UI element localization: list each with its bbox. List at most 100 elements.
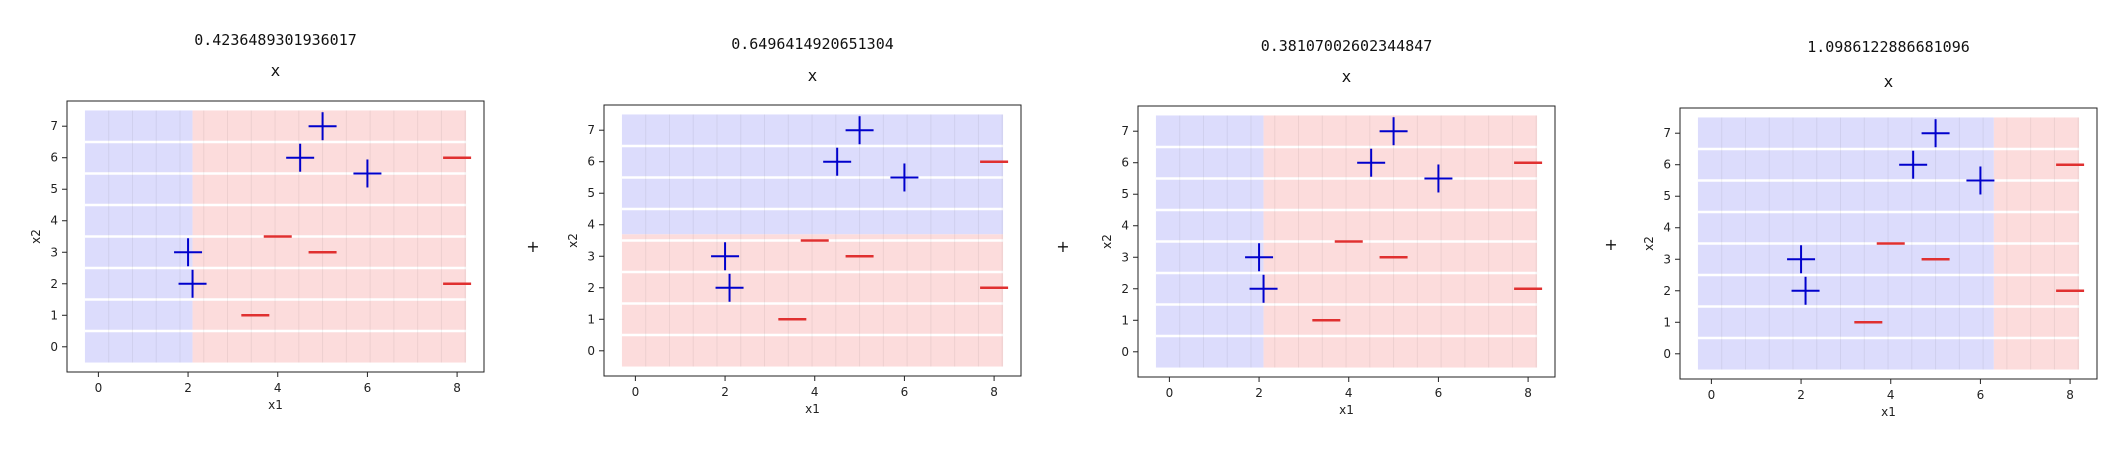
chart-subtitle: x (1884, 72, 1894, 91)
y-tick-label: 2 (587, 281, 595, 295)
y-tick-label: 4 (50, 214, 58, 228)
x-tick-label: 4 (811, 385, 819, 399)
x-tick-label: 6 (1435, 386, 1443, 400)
y-tick-label: 5 (587, 186, 595, 200)
chart-subtitle: x (271, 61, 281, 80)
plus-sign-between-panels: + (1604, 235, 1617, 254)
y-tick-label: 4 (1663, 221, 1671, 235)
y-tick-label: 0 (1121, 345, 1129, 359)
axes-frame (66, 100, 485, 373)
chart-subtitle: x (808, 66, 818, 85)
y-tick-label: 2 (1121, 282, 1129, 296)
x-tick-label: 4 (1887, 388, 1895, 402)
y-tick-label: 5 (50, 182, 58, 196)
x-tick-label: 2 (184, 381, 192, 395)
x-tick-label: 6 (901, 385, 909, 399)
y-tick-label: 7 (587, 123, 595, 137)
y-tick-label: 3 (1121, 250, 1129, 264)
y-tick-label: 4 (587, 218, 595, 232)
x-tick-label: 8 (453, 381, 461, 395)
chart-panel-1: 0.4236489301936017 x 0 2 4 6 8 0 1 2 3 4 5 6 7 x1 x2 (29, 31, 485, 412)
data-point-plus (1921, 119, 1950, 148)
chart-panel-2: 0.6496414920651304 x 0 2 4 6 8 0 1 2 3 4 5 6 7 x1 x2 (566, 35, 1022, 416)
x-tick-label: 2 (1255, 386, 1263, 400)
data-point-plus (1791, 276, 1820, 305)
chart-subtitle: x (1342, 67, 1352, 86)
x-tick-label: 0 (1708, 388, 1716, 402)
axes-frame (1137, 105, 1556, 378)
data-point-plus (1357, 148, 1386, 177)
y-tick-label: 6 (587, 155, 595, 169)
x-tick-label: 8 (1524, 386, 1532, 400)
y-axis-label: x2 (29, 229, 43, 244)
x-axis-label: x1 (268, 398, 283, 412)
data-point-plus (174, 238, 203, 267)
y-tick-label: 1 (50, 308, 58, 322)
data-point-plus (845, 116, 874, 145)
y-axis-label: x2 (1100, 234, 1114, 249)
data-point-plus (1379, 117, 1408, 146)
data-point-plus (1245, 243, 1274, 272)
y-tick-label: 5 (1663, 189, 1671, 203)
data-point-plus (711, 242, 740, 271)
data-point-plus (1424, 164, 1453, 193)
chart-title: 0.38107002602344847 (1261, 37, 1433, 55)
x-tick-label: 0 (1166, 386, 1174, 400)
plus-sign-between-panels: + (526, 237, 539, 256)
axes-frame (1679, 107, 2098, 380)
data-point-plus (1249, 274, 1278, 303)
y-tick-label: 2 (1663, 284, 1671, 298)
y-tick-label: 0 (1663, 347, 1671, 361)
x-tick-label: 4 (274, 381, 282, 395)
plus-sign-between-panels: + (1056, 237, 1069, 256)
y-tick-label: 2 (50, 277, 58, 291)
x-tick-label: 4 (1345, 386, 1353, 400)
x-axis-label: x1 (1881, 405, 1896, 419)
y-tick-label: 3 (587, 249, 595, 263)
y-axis-label: x2 (566, 233, 580, 248)
y-tick-label: 7 (1121, 124, 1129, 138)
x-tick-label: 8 (990, 385, 998, 399)
y-tick-label: 7 (1663, 126, 1671, 140)
axes-frame (603, 104, 1022, 377)
y-tick-label: 0 (587, 344, 595, 358)
y-tick-label: 3 (1663, 252, 1671, 266)
x-tick-label: 0 (95, 381, 103, 395)
x-tick-label: 2 (1797, 388, 1805, 402)
y-tick-label: 6 (1121, 156, 1129, 170)
region-low (621, 234, 1004, 367)
data-point-plus (890, 163, 919, 192)
chart-title: 0.6496414920651304 (731, 35, 894, 53)
x-tick-label: 6 (364, 381, 372, 395)
y-tick-label: 1 (1121, 313, 1129, 327)
data-point-plus (1787, 245, 1816, 274)
y-tick-label: 1 (587, 312, 595, 326)
y-tick-label: 1 (1663, 315, 1671, 329)
x-tick-label: 2 (721, 385, 729, 399)
data-point-plus (308, 112, 337, 141)
data-point-plus (1899, 150, 1928, 179)
chart-title: 1.0986122886681096 (1807, 38, 1970, 56)
chart-panel-4: 1.0986122886681096 x 0 2 4 6 8 0 1 2 3 4 5 6 7 x1 x2 (1642, 38, 2098, 419)
y-tick-label: 6 (1663, 158, 1671, 172)
chart-title: 0.4236489301936017 (194, 31, 357, 49)
y-tick-label: 5 (1121, 187, 1129, 201)
data-point-plus (178, 269, 207, 298)
x-tick-label: 0 (632, 385, 640, 399)
data-point-plus (1966, 166, 1995, 195)
data-point-plus (715, 273, 744, 302)
region-high (621, 114, 1004, 235)
y-tick-label: 6 (50, 151, 58, 165)
chart-panel-3: 0.38107002602344847 x 0 2 4 6 8 0 1 2 3 4 5 6 7 x1 x2 (1100, 37, 1556, 417)
y-tick-label: 4 (1121, 219, 1129, 233)
y-tick-label: 3 (50, 245, 58, 259)
x-tick-label: 8 (2066, 388, 2074, 402)
x-tick-label: 6 (1977, 388, 1985, 402)
y-axis-label: x2 (1642, 236, 1656, 251)
y-tick-label: 7 (50, 119, 58, 133)
data-point-plus (286, 143, 315, 172)
y-tick-label: 0 (50, 340, 58, 354)
data-point-plus (353, 159, 382, 188)
x-axis-label: x1 (1339, 403, 1354, 417)
